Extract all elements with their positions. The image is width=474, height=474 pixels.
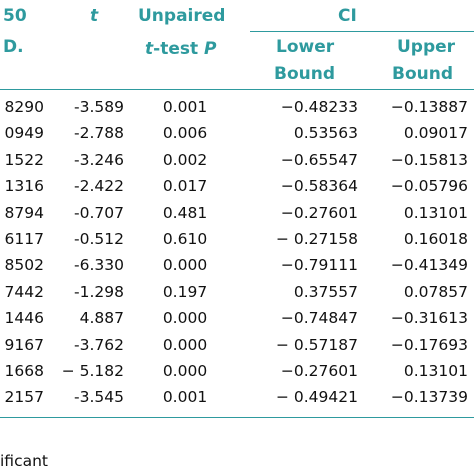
cell-p: 0.006 (162, 124, 208, 143)
cell-lower: − 0.57187 (275, 335, 358, 354)
cell-p: 0.001 (162, 388, 208, 407)
header-ci: CI (338, 6, 357, 26)
cell-lower: 0.37557 (293, 282, 358, 301)
cell-col1: 1668 (4, 362, 44, 380)
cell-col1: 1446 (4, 309, 44, 328)
cell-lower: − 0.27158 (275, 230, 358, 248)
cell-lower: −0.48233 (280, 98, 358, 116)
cell-upper: −0.13887 (390, 98, 468, 116)
cell-col1: 8290 (4, 98, 44, 116)
cell-t: − 5.182 (61, 362, 124, 380)
cell-t: -3.589 (74, 98, 124, 116)
cell-t: -1.298 (74, 282, 124, 301)
header-col1-line1: 50 (3, 6, 27, 26)
cell-t: -6.330 (74, 256, 124, 275)
cell-col1: 6117 (4, 230, 44, 248)
cell-upper: −0.05796 (390, 177, 468, 196)
cell-upper: −0.17693 (390, 335, 468, 354)
cell-t: -3.762 (74, 335, 124, 354)
cell-upper: 0.16018 (403, 230, 468, 248)
header-upper-line2: Bound (392, 64, 454, 84)
cell-col1: 0949 (4, 124, 44, 143)
header-lower-line1: Lower (276, 37, 335, 57)
cell-p: 0.017 (162, 177, 208, 196)
header-upper-line1: Upper (397, 37, 456, 57)
cell-t: -2.422 (74, 177, 124, 196)
cell-col1: 1522 (4, 150, 44, 169)
ci-underline (250, 31, 474, 32)
cell-lower: −0.79111 (280, 256, 358, 275)
header-col1-line2: D. (3, 37, 24, 57)
cell-col1: 8794 (4, 203, 44, 222)
cell-upper: −0.41349 (390, 256, 468, 275)
cell-col1: 7442 (4, 282, 44, 301)
cell-upper: 0.07857 (403, 282, 468, 301)
cell-lower: 0.53563 (293, 124, 358, 143)
cell-upper: −0.15813 (390, 150, 468, 169)
header-unpaired: Unpaired (138, 6, 226, 26)
cell-upper: 0.13101 (403, 203, 468, 222)
cell-p: 0.197 (162, 282, 208, 301)
cell-p: 0.002 (162, 150, 208, 169)
cell-p: 0.481 (162, 203, 208, 222)
cell-lower: − 0.49421 (275, 388, 358, 407)
cell-lower: −0.74847 (280, 309, 358, 328)
cell-col1: 1316 (4, 177, 44, 196)
cell-t: -0.512 (74, 230, 124, 248)
cell-p: 0.000 (162, 309, 208, 328)
header-t: t (90, 6, 99, 26)
footnote: ificant (0, 452, 48, 470)
cell-t: 4.887 (79, 309, 124, 328)
cell-upper: −0.13739 (390, 388, 468, 407)
header-bottom-rule (0, 89, 474, 90)
cell-lower: −0.65547 (280, 150, 358, 169)
cell-t: -3.545 (74, 388, 124, 407)
cell-lower: −0.27601 (280, 362, 358, 380)
table-bottom-rule (0, 417, 474, 418)
cell-col1: 8502 (4, 256, 44, 275)
cell-upper: 0.13101 (403, 362, 468, 380)
cell-p: 0.001 (162, 98, 208, 116)
cell-col1: 2157 (4, 388, 44, 407)
cell-lower: −0.27601 (280, 203, 358, 222)
cell-p: 0.610 (162, 230, 208, 248)
cell-t: -3.246 (74, 150, 124, 169)
header-lower-line2: Bound (274, 64, 336, 84)
cell-p: 0.000 (162, 256, 208, 275)
cell-col1: 9167 (4, 335, 44, 354)
cell-p: 0.000 (162, 335, 208, 354)
cell-upper: −0.31613 (390, 309, 468, 328)
cell-t: -0.707 (74, 203, 124, 222)
cell-upper: 0.09017 (403, 124, 468, 143)
cell-t: -2.788 (74, 124, 124, 143)
cell-lower: −0.58364 (280, 177, 358, 196)
cell-p: 0.000 (162, 362, 208, 380)
header-ttest-p: t-test P (145, 39, 217, 59)
